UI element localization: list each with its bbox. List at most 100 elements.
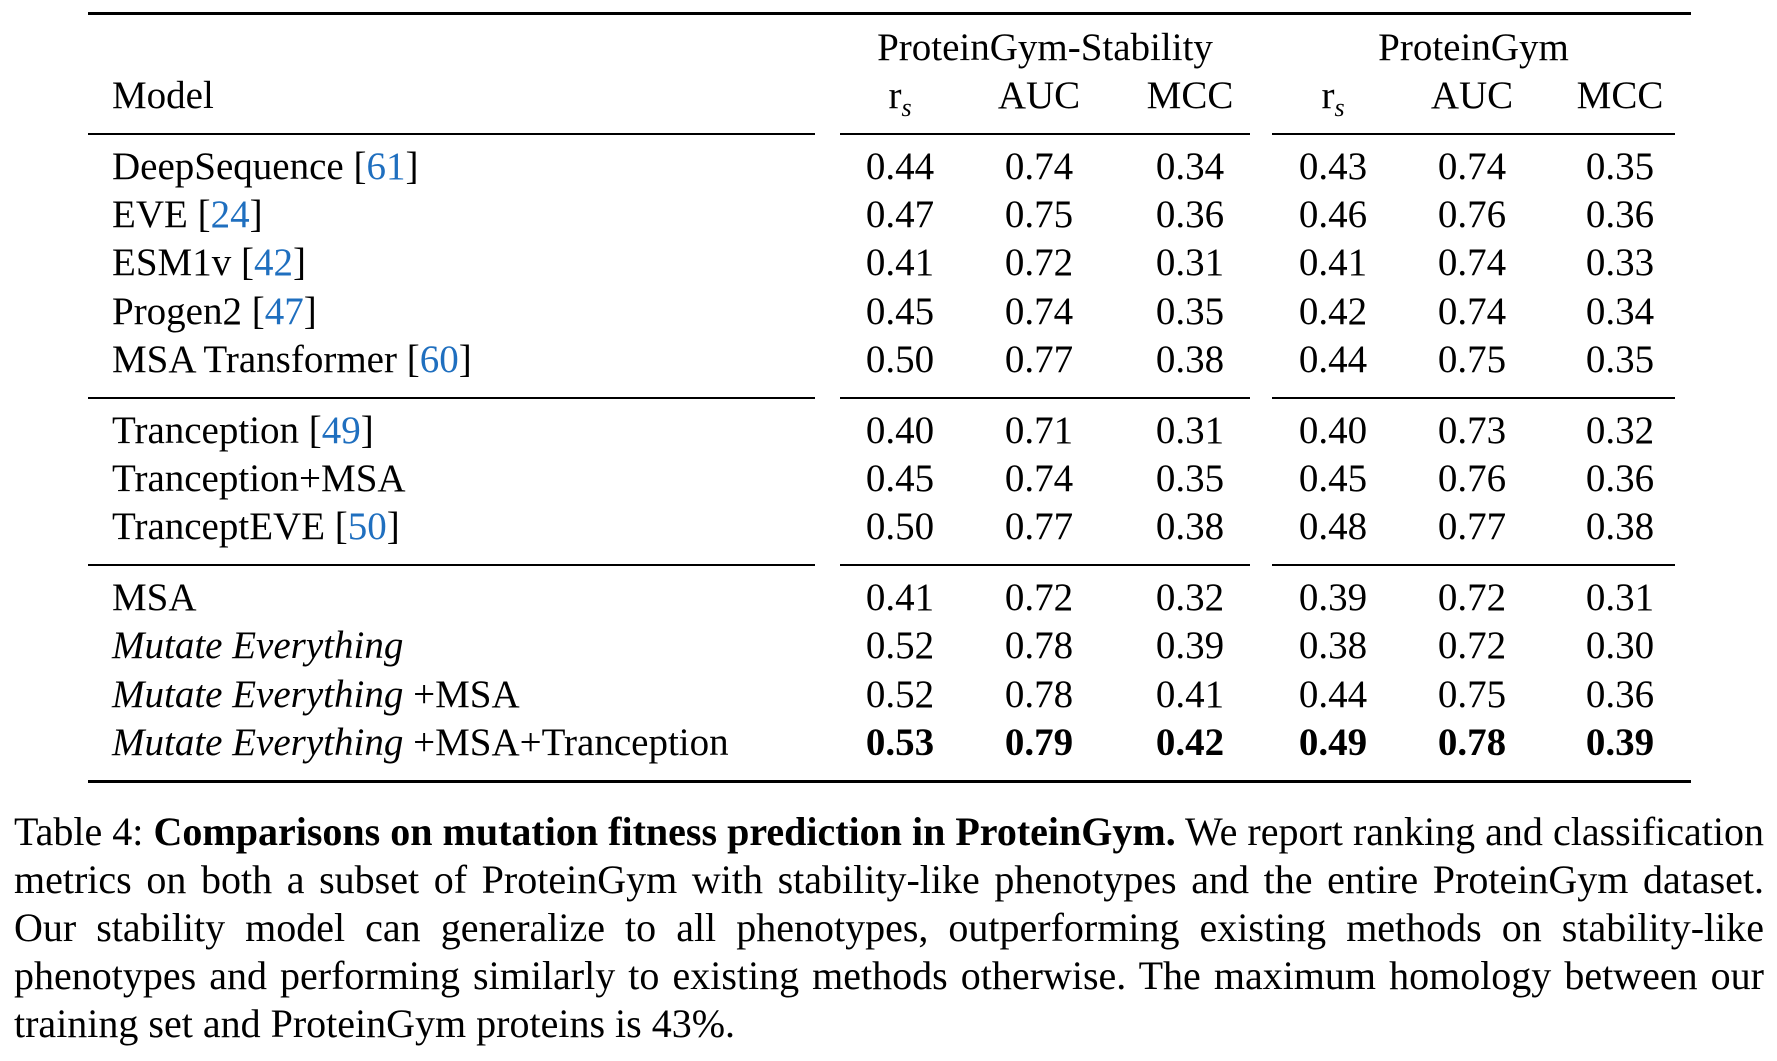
model-name-text: Tranception+MSA [112, 457, 406, 500]
table-cell-value: 0.38 [1585, 505, 1655, 548]
citation-link[interactable]: 42 [253, 241, 293, 284]
model-name-text: EVE [112, 193, 188, 236]
table-cell-value: 0.35 [1585, 145, 1655, 188]
table-cell-value: 0.74 [1004, 145, 1074, 188]
group-header-stability: ProteinGym-Stability [877, 26, 1213, 69]
table-cell-value: 0.75 [1437, 338, 1507, 381]
model-name-text: TranceptEVE [112, 505, 326, 548]
table-cell-value: 0.47 [865, 193, 935, 236]
model-column-header: Model [112, 74, 214, 117]
caption-label: Table 4: [14, 809, 144, 854]
table-cell-value: 0.31 [1155, 409, 1225, 452]
citation-link[interactable]: 24 [210, 193, 250, 236]
table-cell-value: 0.72 [1437, 624, 1507, 667]
header-rule-stability [840, 133, 1250, 135]
table-cell-value: 0.43 [1298, 145, 1368, 188]
table-cell-value: 0.52 [865, 673, 935, 716]
table-cell-value: 0.35 [1155, 290, 1225, 333]
model-name-text: ESM1v [112, 241, 232, 284]
table-cell-value: 0.45 [1298, 457, 1368, 500]
table-cell-value: 0.74 [1437, 290, 1507, 333]
model-name: Tranception [49] [112, 407, 374, 455]
table-cell-value: 0.39 [1155, 624, 1225, 667]
model-name-text: Progen2 [112, 290, 242, 333]
citation: [24] [187, 193, 263, 236]
table-cell-value: 0.33 [1585, 241, 1655, 284]
table-cell-value: 0.74 [1437, 241, 1507, 284]
table-cell-value: 0.77 [1004, 505, 1074, 548]
table-cell-value: 0.74 [1437, 145, 1507, 188]
metric-header-label: MCC [1576, 74, 1664, 117]
table-cell-value: 0.45 [865, 290, 935, 333]
table-cell-value: 0.79 [1004, 721, 1074, 764]
citation: [50] [325, 505, 400, 548]
citation-link[interactable]: 61 [366, 145, 406, 188]
top-rule [88, 12, 1691, 15]
group-rule-2-stability [840, 564, 1250, 566]
metric-header-label: r [1321, 74, 1335, 117]
metric-header: MCC [1130, 72, 1250, 120]
model-name: MSA [112, 574, 197, 622]
table-cell-value: 0.34 [1155, 145, 1225, 188]
model-name-text: MSA [112, 576, 197, 619]
table-cell-value: 0.32 [1155, 576, 1225, 619]
table-cell-value: 0.39 [1585, 721, 1655, 764]
table-cell-value: 0.72 [1004, 241, 1074, 284]
table-cell-value: 0.41 [865, 576, 935, 619]
group-rule-1-stability [840, 397, 1250, 399]
table-cell-value: 0.74 [1004, 457, 1074, 500]
group-rule-2-gym [1272, 564, 1675, 566]
citation: [60] [396, 338, 472, 381]
table-cell-value: 0.78 [1004, 673, 1074, 716]
table-cell-value: 0.71 [1004, 409, 1074, 452]
model-name-text: DeepSequence [112, 145, 344, 188]
table-cell-value: 0.50 [865, 338, 935, 381]
table-cell-value: 0.72 [1437, 576, 1507, 619]
model-name: Mutate Everything +MSA+Tranception [112, 719, 729, 767]
table-cell-value: 0.35 [1155, 457, 1225, 500]
table-cell-value: 0.46 [1298, 193, 1368, 236]
table-cell-value: 0.31 [1155, 241, 1225, 284]
bottom-rule [88, 780, 1691, 783]
model-name: EVE [24] [112, 191, 263, 239]
model-name: MSA Transformer [60] [112, 336, 472, 384]
table-cell-value: 0.39 [1298, 576, 1368, 619]
citation: [61] [343, 145, 419, 188]
table-cell-value: 0.30 [1585, 624, 1655, 667]
table-cell-value: 0.77 [1437, 505, 1507, 548]
citation-link[interactable]: 50 [347, 505, 387, 548]
metric-header: rs [1273, 72, 1393, 132]
table-cell-value: 0.72 [1004, 576, 1074, 619]
model-name: Progen2 [47] [112, 288, 317, 336]
model-name: Mutate Everything +MSA [112, 671, 520, 719]
model-name-italic: Mutate Everything [112, 624, 404, 667]
group-rule-2-model [88, 564, 815, 566]
table-cell-value: 0.45 [865, 457, 935, 500]
metric-header: AUC [1412, 72, 1532, 120]
model-name-suffix: +MSA+Tranception [403, 721, 729, 764]
citation-link[interactable]: 60 [419, 338, 459, 381]
table-cell-value: 0.32 [1585, 409, 1655, 452]
caption-body: We report ranking and classification met… [14, 809, 1765, 1046]
table-cell-value: 0.48 [1298, 505, 1368, 548]
table-cell-value: 0.53 [865, 721, 935, 764]
model-name: Mutate Everything [112, 622, 403, 670]
table-cell-value: 0.41 [1298, 241, 1368, 284]
model-name-suffix: +MSA [403, 673, 520, 716]
citation-link[interactable]: 49 [321, 409, 361, 452]
table-cell-value: 0.78 [1004, 624, 1074, 667]
table-cell-value: 0.36 [1585, 193, 1655, 236]
model-name: TranceptEVE [50] [112, 503, 400, 551]
table-cell-value: 0.36 [1585, 457, 1655, 500]
table-cell-value: 0.77 [1004, 338, 1074, 381]
citation-link[interactable]: 47 [264, 290, 304, 333]
table-cell-value: 0.42 [1155, 721, 1225, 764]
metric-header: MCC [1560, 72, 1680, 120]
table-cell-value: 0.36 [1155, 193, 1225, 236]
model-name: Tranception+MSA [112, 455, 406, 503]
table-cell-value: 0.31 [1585, 576, 1655, 619]
metric-header-label: MCC [1146, 74, 1234, 117]
header-rule-gym [1272, 133, 1675, 135]
table-cell-value: 0.35 [1585, 338, 1655, 381]
table-cell-value: 0.40 [1298, 409, 1368, 452]
